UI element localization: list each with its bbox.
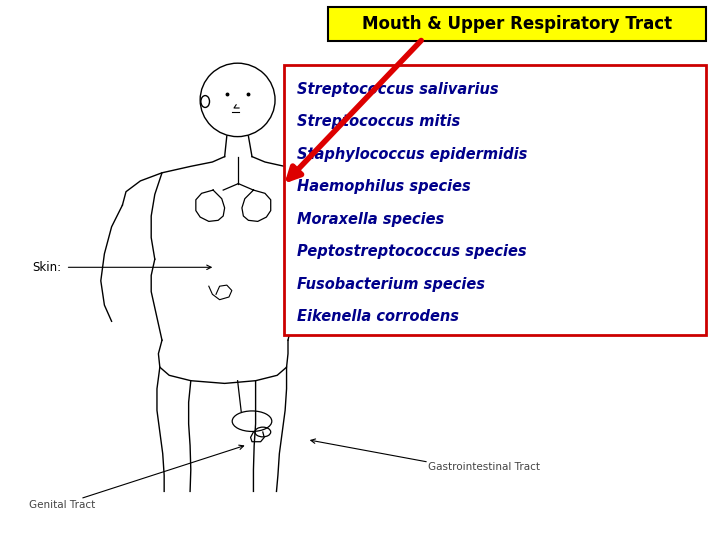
Text: Eikenella corrodens: Eikenella corrodens <box>297 309 459 325</box>
Text: Staphylococcus epidermidis: Staphylococcus epidermidis <box>297 147 528 162</box>
Text: Streptococcus mitis: Streptococcus mitis <box>297 114 461 129</box>
Text: Mouth & Upper Respiratory Tract: Mouth & Upper Respiratory Tract <box>361 15 672 33</box>
Text: Peptostreptococcus species: Peptostreptococcus species <box>297 244 527 259</box>
Text: Streptococcus salivarius: Streptococcus salivarius <box>297 82 499 97</box>
Text: Skin:: Skin: <box>32 261 61 274</box>
Text: Moraxella species: Moraxella species <box>297 212 445 227</box>
FancyBboxPatch shape <box>328 7 706 40</box>
FancyBboxPatch shape <box>284 65 706 335</box>
Text: Haemophilus species: Haemophilus species <box>297 179 471 194</box>
Text: Fusobacterium species: Fusobacterium species <box>297 277 485 292</box>
Text: Gastrointestinal Tract: Gastrointestinal Tract <box>428 462 541 472</box>
Text: Genital Tract: Genital Tract <box>29 500 95 510</box>
